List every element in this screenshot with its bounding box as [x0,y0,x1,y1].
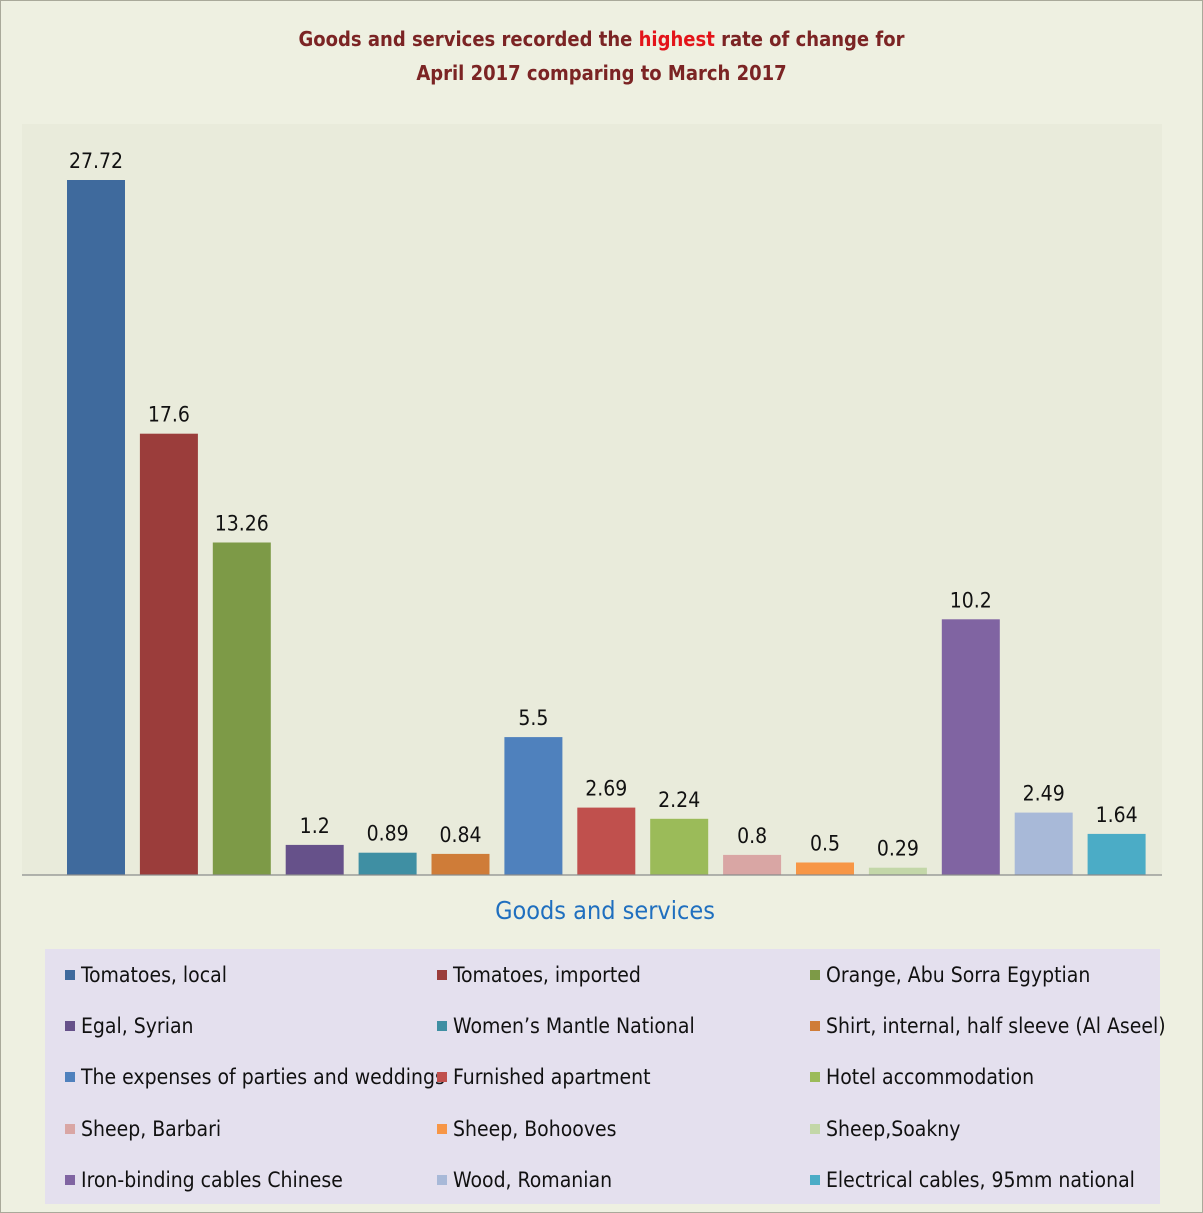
legend-swatch [437,1123,447,1134]
bars-group [67,180,1146,875]
legend-item-11: Sheep, Bohooves [437,1114,616,1144]
bar-1 [67,180,125,875]
data-label-10: 0.8 [737,824,767,848]
legend-swatch [437,970,447,980]
legend-label: Shirt, internal, half sleeve (Al Aseel) [826,1014,1166,1039]
legend-swatch [65,1123,75,1134]
bar-15 [1087,833,1146,875]
data-label-3: 13.26 [215,512,269,536]
title-highlight: highest [638,27,715,51]
legend-swatch [810,1072,820,1083]
legend-item-9: Hotel accommodation [810,1062,1034,1092]
data-label-15: 1.64 [1096,803,1138,827]
chart-title-line2: April 2017 comparing to March 2017 [416,61,787,85]
data-label-1: 27.72 [69,149,123,173]
x-axis-label: Goods and services [495,896,715,925]
legend-label: The expenses of parties and weddings [81,1065,445,1090]
data-label-13: 10.2 [950,588,992,612]
legend-swatch [810,1021,820,1032]
bar-8 [577,807,636,875]
legend-label: Sheep, Bohooves [453,1116,617,1141]
bar-7 [504,737,563,875]
data-label-7: 5.5 [518,706,548,730]
legend-label: Women’s Mantle National [453,1014,695,1039]
legend-swatch [810,1123,820,1134]
legend-item-3: Orange, Abu Sorra Egyptian [810,960,1090,990]
legend-label: Tomatoes, local [81,963,227,987]
legend-item-12: Sheep,Soakny [810,1114,960,1144]
data-label-11: 0.5 [810,832,840,856]
legend-item-7: The expenses of parties and weddings [65,1062,445,1092]
legend-item-10: Sheep, Barbari [65,1114,221,1144]
legend-swatch [65,970,75,980]
bar-11 [796,862,854,875]
bar-9 [650,818,709,875]
legend-item-8: Furnished apartment [437,1062,651,1092]
bar-6 [431,853,490,875]
legend-label: Tomatoes, imported [453,963,641,987]
legend-swatch [437,1021,447,1032]
data-label-5: 0.89 [367,822,409,846]
bar-5 [358,852,417,875]
legend-swatch [65,1072,75,1083]
data-label-6: 0.84 [439,823,481,847]
legend-item-1: Tomatoes, local [65,960,227,990]
bar-13 [941,619,1000,875]
bar-14 [1014,812,1073,875]
data-label-2: 17.6 [148,403,190,427]
data-label-8: 2.69 [585,777,627,801]
bar-2 [139,433,198,875]
chart-title-line1: Goods and services recorded the highest … [0,22,1203,56]
title-prefix: Goods and services recorded the [298,27,639,51]
data-label-14: 2.49 [1023,782,1065,806]
legend-swatch [437,1174,447,1185]
data-label-4: 1.2 [300,814,330,838]
legend-label: Electrical cables, 95mm national [826,1167,1135,1192]
bar-chart: 27.72 17.6 13.26 1.2 0.89 0.84 5.5 2.69 2.24 0.8 0… [22,149,1162,876]
title-suffix: rate of change for [714,27,905,51]
legend-label: Orange, Abu Sorra Egyptian [826,963,1091,987]
data-labels-group: 27.72 17.6 13.26 1.2 0.89 0.84 5.5 2.69 2.24 0.8 0… [69,149,1138,861]
legend-label: Hotel accommodation [826,1065,1035,1090]
legend: Tomatoes, local Tomatoes, imported Orange,… [45,949,1166,1204]
bar-10 [723,854,782,875]
legend-swatch [810,970,820,980]
bar-3 [212,542,271,875]
legend-label: Sheep,Soakny [826,1116,961,1141]
legend-label: Egal, Syrian [81,1014,194,1039]
legend-label: Iron-binding cables Chinese [81,1167,343,1192]
chart-title: Goods and services recorded the highest … [0,22,1203,90]
legend-item-13: Iron-binding cables Chinese [65,1165,343,1195]
legend-swatch [437,1072,447,1083]
legend-item-15: Electrical cables, 95mm national [810,1165,1135,1195]
legend-label: Sheep, Barbari [81,1116,222,1141]
legend-swatch [810,1174,820,1185]
data-label-12: 0.29 [877,837,919,861]
legend-swatch [65,1021,75,1032]
legend-label: Furnished apartment [453,1065,651,1090]
bar-4 [285,844,344,875]
legend-item-6: Shirt, internal, half sleeve (Al Aseel) [810,1011,1166,1041]
data-label-9: 2.24 [658,788,700,812]
legend-item-4: Egal, Syrian [65,1011,194,1041]
legend-item-5: Women’s Mantle National [437,1011,695,1041]
legend-label: Wood, Romanian [453,1167,613,1192]
legend-swatch [65,1174,75,1185]
legend-item-14: Wood, Romanian [437,1165,612,1195]
bar-12 [868,867,927,875]
legend-item-2: Tomatoes, imported [437,960,641,990]
